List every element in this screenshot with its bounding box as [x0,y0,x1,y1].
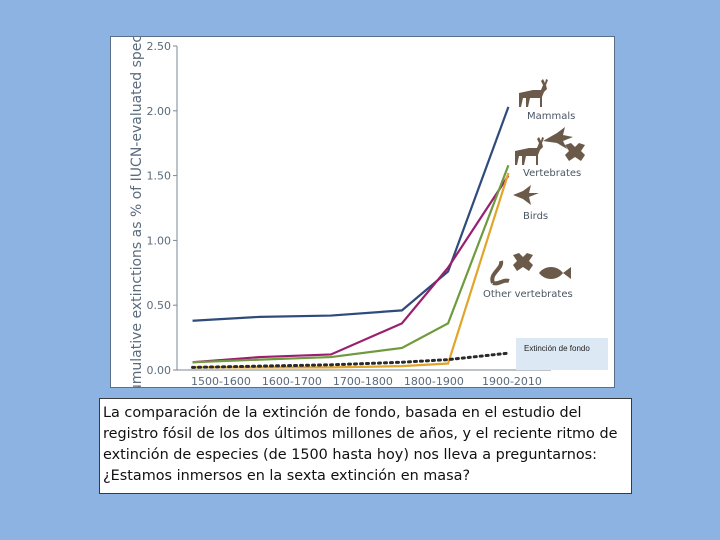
y-tick-label: 1.00 [147,234,172,247]
bird-icon [513,185,539,205]
series-group [191,106,510,369]
deer-icon [519,79,548,107]
y-tick-label: 0.50 [147,299,172,312]
x-tick-label: 1600-1700 [262,375,322,388]
series-line-vertebrates [192,164,510,364]
series-label-birds: Birds [523,211,548,222]
fish-icon [539,267,571,279]
chart-panel: 0.00 0.50 1.00 1.50 2.00 2.50 1500-1600 1600-1… [110,36,615,388]
series-label-group: Mammals Birds Vertebrates Other vertebrates [483,111,581,300]
series-label-mammals: Mammals [527,111,575,122]
deer-icon [515,137,544,165]
background-extinction-label: Extinción de fondo [516,338,608,370]
y-tick-label: 2.00 [147,105,172,118]
x-tick-label: 1700-1800 [333,375,393,388]
snake-icon [490,260,510,286]
x-tick-group: 1500-1600 1600-1700 1700-1800 1800-1900 1900… [191,375,542,388]
y-tick-label: 2.50 [147,40,172,53]
series-line-mammals [192,106,510,322]
series-line-background [191,351,510,369]
caption-box: La comparación de la extinción de fondo,… [99,398,632,494]
y-tick-group: 0.00 0.50 1.00 1.50 2.00 2.50 [147,40,177,377]
series-label-vertebrates: Vertebrates [523,168,581,179]
y-tick-label: 1.50 [147,170,172,183]
frog-icon [565,143,585,161]
series-label-other-vertebrates: Other vertebrates [483,289,573,300]
x-tick-label: 1500-1600 [191,375,251,388]
y-axis-label: Cumulative extinctions as % of IUCN-eval… [129,37,145,388]
frog-icon [513,253,533,271]
x-tick-label: 1900-2010 [482,375,542,388]
series-line-other-vertebrates [192,172,510,369]
bird-icon [543,127,573,149]
x-tick-label: 1800-1900 [404,375,464,388]
y-tick-label: 0.00 [147,364,172,377]
series-line-birds [192,174,510,364]
line-chart: 0.00 0.50 1.00 1.50 2.00 2.50 1500-1600 1600-1… [129,37,585,388]
